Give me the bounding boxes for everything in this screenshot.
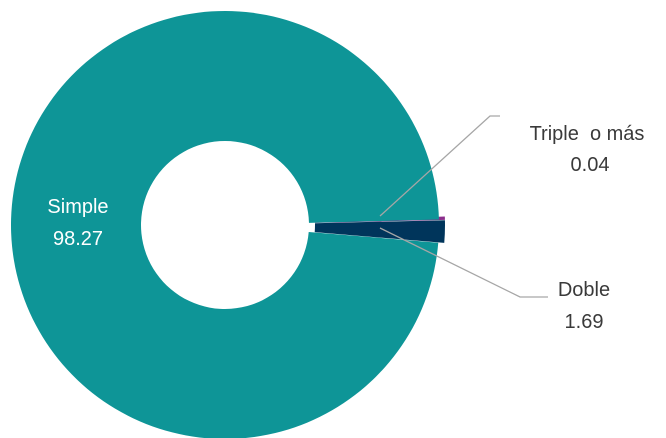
slice-value-simple: 98.27 <box>53 228 103 250</box>
slice-doble <box>314 220 445 243</box>
slice-simple <box>10 11 439 438</box>
callout-leaders <box>379 115 548 298</box>
slice-value-doble: 1.69 <box>565 311 604 333</box>
slice-label-doble: Doble <box>558 279 610 301</box>
slice-value-triple: 0.04 <box>571 154 610 176</box>
slice-label-simple: Simple <box>47 196 108 218</box>
leader-line-doble <box>379 227 548 298</box>
slice-label-triple: Triple o más <box>530 123 645 145</box>
donut-slices <box>10 11 445 438</box>
leader-line-triple <box>379 115 500 217</box>
